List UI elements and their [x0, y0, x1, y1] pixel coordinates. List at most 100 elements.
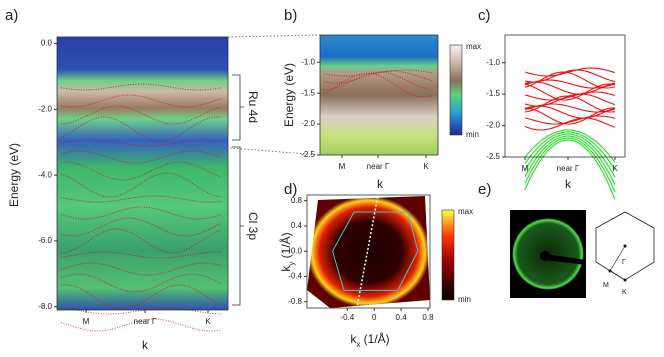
plot-frame	[504, 34, 626, 158]
colorbar-label: max	[466, 42, 481, 51]
x-tick-label: M	[522, 164, 529, 173]
band-overlay	[60, 217, 222, 237]
plot-frame	[56, 36, 229, 311]
intensity-map	[320, 35, 438, 155]
band-green	[524, 135, 616, 185]
y-tick-label: -1.5	[301, 88, 315, 97]
band-overlay	[60, 284, 222, 310]
y-tick-label: -2.0	[38, 104, 52, 113]
band-overlay	[60, 116, 222, 142]
panel-label: a)	[5, 7, 18, 24]
band-green	[524, 129, 616, 163]
x-tick-label: K	[423, 162, 429, 171]
label-part: x	[356, 340, 360, 349]
plot-frame	[319, 34, 439, 156]
y-tick-label: 0.0	[291, 246, 303, 255]
x-axis-label: k	[377, 177, 384, 191]
leed-image	[510, 210, 586, 298]
x-tick-label: 0.8	[422, 313, 434, 322]
zone-point	[623, 244, 627, 248]
band-red	[524, 115, 616, 125]
band-overlay	[60, 139, 222, 147]
annotation: Cl 3p	[246, 212, 260, 240]
band-red	[524, 105, 616, 119]
band-overlay	[60, 318, 222, 332]
band-overlay	[323, 71, 433, 91]
band-overlay	[60, 161, 222, 181]
colorbar	[449, 44, 463, 136]
panel-label: b)	[284, 7, 297, 24]
y-tick-label: -0.8	[288, 297, 302, 306]
band-green	[524, 139, 616, 200]
point-label: Γ	[622, 259, 626, 266]
band-red	[524, 95, 616, 113]
band-overlay	[60, 228, 222, 254]
band-overlay	[60, 172, 222, 198]
y-tick-label: -2.0	[301, 119, 315, 128]
colorbar-label: min	[466, 130, 479, 139]
point-label: M	[603, 282, 609, 289]
y-tick-label: -1.0	[301, 57, 315, 66]
x-axis-label: kx (1/Å)	[350, 331, 389, 348]
y-tick-label: -0.4	[288, 272, 302, 281]
colorbar-label: min	[458, 295, 471, 304]
band-red	[524, 107, 616, 125]
decoration	[227, 34, 321, 306]
x-tick-label: M	[339, 162, 346, 171]
y-tick-label: -2.0	[486, 121, 500, 130]
band-overlay	[323, 69, 433, 77]
annotation: Ru 4d	[246, 91, 260, 123]
label-part: (1/Å)	[278, 232, 293, 261]
y-tick-label: -4.0	[38, 170, 52, 179]
band-red	[524, 83, 616, 101]
x-axis-label: k	[142, 338, 149, 352]
x-tick-label: near Γ	[557, 164, 580, 173]
x-tick-label: near Γ	[134, 317, 157, 326]
y-axis-label: ky (1/Å)	[278, 232, 295, 271]
x-tick-label: -0.4	[340, 313, 354, 322]
panel-label: c)	[478, 7, 491, 24]
band-overlay	[323, 72, 433, 98]
panel-label: e)	[478, 181, 491, 198]
y-tick-label: -8.0	[38, 302, 52, 311]
y-tick-label: 0.8	[291, 196, 303, 205]
band-overlay	[60, 273, 222, 293]
map-data	[307, 196, 430, 308]
y-tick-label: -2.5	[486, 152, 500, 161]
label-part: y	[287, 262, 296, 266]
intensity-map	[57, 37, 228, 310]
y-tick-label: -1.0	[486, 58, 500, 67]
y-axis-label: Energy (eV)	[282, 63, 296, 127]
band-red	[524, 79, 616, 89]
x-tick-label: 0	[372, 313, 377, 322]
label-part: k	[350, 332, 357, 346]
x-tick-label: K	[612, 164, 618, 173]
x-tick-label: near Γ	[367, 162, 390, 171]
band-overlay	[60, 307, 222, 315]
band-red	[524, 67, 616, 77]
zone-point	[608, 269, 612, 273]
band-overlay	[60, 83, 222, 91]
panel-label: d)	[284, 181, 297, 198]
label-part: (1/Å)	[360, 331, 389, 346]
y-axis-label: Energy (eV)	[7, 143, 21, 207]
band-overlay	[60, 251, 222, 259]
band-overlay	[60, 105, 222, 125]
band-red	[524, 117, 616, 131]
x-tick-label: 0.4	[396, 313, 408, 322]
x-tick-label: K	[205, 317, 211, 326]
colorbar	[441, 209, 455, 301]
band-overlay	[60, 195, 222, 203]
band-overlay	[60, 262, 222, 276]
zone-point	[623, 278, 627, 282]
x-tick-label: M	[83, 317, 90, 326]
x-axis-label: k	[565, 177, 572, 191]
band-overlay	[323, 70, 433, 84]
band-red	[524, 91, 616, 101]
point-label: K	[622, 289, 627, 296]
y-tick-label: -1.5	[486, 89, 500, 98]
y-tick-label: 0.0	[41, 39, 53, 48]
colorbar-label: max	[458, 207, 473, 216]
y-tick-label: -2.5	[301, 150, 315, 159]
